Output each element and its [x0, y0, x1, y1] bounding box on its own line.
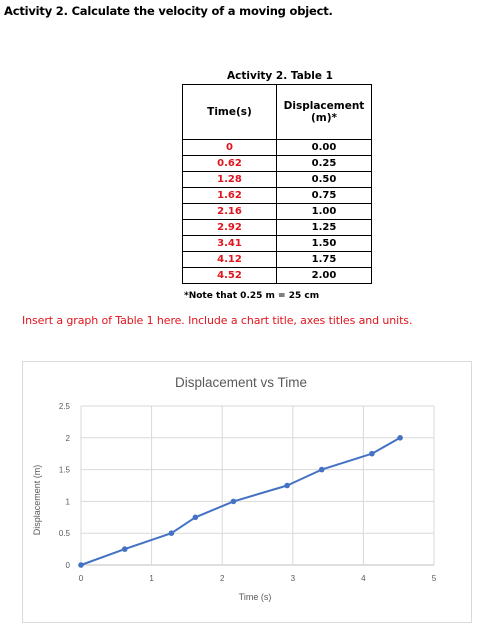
- chart-container[interactable]: Displacement vs Time 0 0.5 1 1.5 2 2.5 0 1 2 3 4 5…: [22, 361, 472, 623]
- time-cell: 1.28: [182, 171, 277, 188]
- table-row: 1.28 0.50: [182, 171, 372, 188]
- activity-heading: Activity 2. Calculate the velocity of a …: [4, 4, 333, 18]
- time-cell: 4.12: [182, 251, 277, 268]
- x-tick-label: 4: [361, 574, 366, 583]
- time-cell: 0: [182, 139, 277, 156]
- x-axis-title: Time (s): [239, 592, 272, 602]
- data-point: [284, 482, 290, 489]
- time-cell: 4.52: [182, 267, 277, 284]
- table-row: 0.62 0.25: [182, 155, 372, 172]
- time-cell: 2.92: [182, 219, 277, 236]
- chart-title: Displacement vs Time: [175, 375, 307, 390]
- y-tick-label: 2: [66, 434, 71, 443]
- table-row: 2.92 1.25: [182, 219, 372, 236]
- x-axis-ticks: 0 1 2 3 4 5: [79, 574, 437, 583]
- table-note: *Note that 0.25 m = 25 cm: [184, 291, 320, 301]
- displacement-cell: 1.25: [276, 219, 372, 236]
- data-table: Time(s) Displacement (m)* 0 0.00 0.62 0.25…: [182, 84, 372, 284]
- data-point: [230, 498, 237, 505]
- table-row: 0 0.00: [182, 139, 372, 156]
- displacement-cell: 1.00: [276, 203, 372, 220]
- displacement-cell: 0.25: [276, 155, 372, 172]
- data-point: [192, 514, 199, 521]
- chart-gridlines: [80, 405, 435, 566]
- y-axis-ticks: 0 0.5 1 1.5 2 2.5: [59, 402, 71, 570]
- displacement-cell: 1.50: [276, 235, 372, 252]
- y-tick-label: 1: [66, 497, 71, 506]
- y-tick-label: 1.5: [59, 466, 71, 475]
- y-tick-label: 0.5: [59, 529, 71, 538]
- table-row: 3.41 1.50: [182, 235, 372, 252]
- time-column-header: Time(s): [182, 84, 277, 140]
- x-tick-label: 2: [220, 574, 225, 583]
- data-point: [397, 435, 403, 441]
- table-row: 2.16 1.00: [182, 203, 372, 220]
- x-tick-label: 1: [149, 574, 154, 583]
- table-row: 1.62 0.75: [182, 187, 372, 204]
- time-cell: 2.16: [182, 203, 277, 220]
- data-point: [121, 546, 128, 552]
- y-tick-label: 0: [66, 561, 71, 570]
- chart-series: [78, 435, 403, 568]
- time-cell: 0.62: [182, 155, 277, 172]
- x-tick-label: 5: [432, 574, 437, 583]
- instruction-text: Insert a graph of Table 1 here. Include …: [22, 314, 413, 327]
- displacement-column-header: Displacement (m)*: [276, 84, 372, 140]
- displacement-cell: 0.50: [276, 171, 372, 188]
- displacement-time-chart: Displacement vs Time 0 0.5 1 1.5 2 2.5 0 1 2 3 4 5…: [32, 375, 437, 602]
- time-cell: 1.62: [182, 187, 277, 204]
- data-point: [168, 530, 175, 536]
- table-row: 4.12 1.75: [182, 251, 372, 268]
- displacement-cell: 0.75: [276, 187, 372, 204]
- x-tick-label: 3: [291, 574, 296, 583]
- table-caption: Activity 2. Table 1: [227, 70, 333, 82]
- table-row: 4.52 2.00: [182, 267, 372, 284]
- y-axis-title: Displacement (m): [32, 465, 42, 536]
- data-point: [369, 450, 375, 457]
- displacement-cell: 0.00: [276, 139, 372, 156]
- x-tick-label: 0: [79, 574, 84, 583]
- time-cell: 3.41: [182, 235, 277, 252]
- displacement-cell: 1.75: [276, 251, 372, 268]
- displacement-cell: 2.00: [276, 267, 372, 284]
- y-tick-label: 2.5: [59, 402, 71, 411]
- data-point: [318, 466, 325, 473]
- data-point: [78, 562, 84, 568]
